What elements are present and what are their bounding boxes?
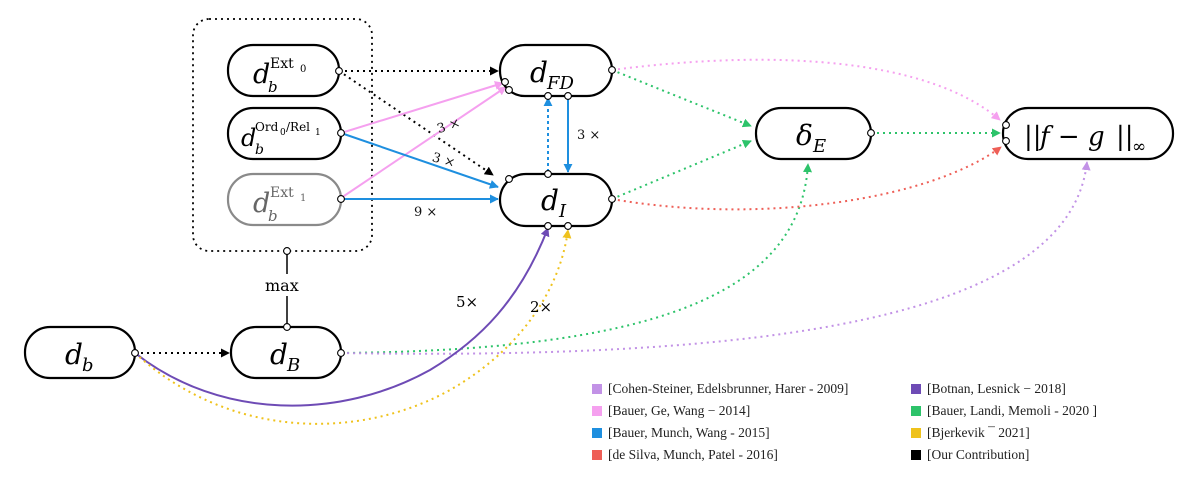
svg-text:||: || (1116, 122, 1134, 152)
svg-text:[Cohen-Steiner, Edelsbrunner,: [Cohen-Steiner, Edelsbrunner, Harer - 20… (608, 381, 848, 396)
svg-text:[Bauer, Landi, Memoli - 2020 ]: [Bauer, Landi, Memoli - 2020 ] (927, 403, 1097, 418)
edge-ord-di-blue (340, 132, 499, 189)
svg-text:d: d (65, 338, 83, 371)
node-deltae: δ E (754, 106, 873, 161)
svg-text:0: 0 (300, 64, 306, 75)
edge-db-di-purple (134, 227, 550, 407)
edge-ord-dfd-pink (340, 81, 504, 134)
svg-text:E: E (812, 136, 826, 157)
svg-text:Ext: Ext (270, 185, 294, 201)
node-norm: || f − g || ∞ (1001, 106, 1175, 161)
svg-text:0: 0 (280, 128, 286, 138)
svg-text:d: d (253, 59, 270, 90)
svg-text:[de Silva, Munch, Patel - 2016: [de Silva, Munch, Patel - 2016] (608, 447, 778, 462)
svg-text:[Bauer, Munch, Wang - 2015]: [Bauer, Munch, Wang - 2015] (608, 425, 770, 440)
legend-item-bauer-landi-memoli: [Bauer, Landi, Memoli - 2020 ] (911, 403, 1097, 418)
edge-di-norm-red (611, 146, 1002, 211)
svg-text:b: b (268, 78, 278, 96)
svg-text:1: 1 (315, 128, 321, 138)
legend-item-our-contribution: [Our Contribution] (911, 447, 1029, 462)
svg-text:∞: ∞ (1132, 137, 1146, 157)
svg-text:d: d (253, 188, 270, 219)
svg-text:b: b (255, 142, 264, 158)
svg-text:Ext: Ext (270, 56, 294, 72)
svg-text:Ord: Ord (255, 120, 279, 134)
svg-text:/Rel: /Rel (286, 120, 310, 134)
node-dfd: d FD (498, 43, 614, 98)
svg-text:f − g: f − g (1038, 122, 1105, 152)
label-2x: 2× (530, 298, 552, 316)
svg-text:||: || (1024, 122, 1042, 152)
legend-item-bauer-ge-wang: [Bauer, Ge, Wang − 2014] (592, 403, 750, 418)
label-3x-blue: 3 × (430, 150, 457, 171)
svg-text:[Bjerkevik ¯ 2021]: [Bjerkevik ¯ 2021] (927, 425, 1030, 440)
label-3x-vertical: 3 × (577, 128, 600, 143)
label-9x: 9 × (414, 205, 437, 220)
svg-text:d: d (241, 124, 256, 152)
svg-text:b: b (268, 207, 278, 225)
legend-item-bauer-munch-wang: [Bauer, Munch, Wang - 2015] (592, 425, 770, 440)
node-dB: d B (229, 325, 343, 380)
legend: [Cohen-Steiner, Edelsbrunner, Harer - 20… (592, 381, 1097, 462)
variants-group-box (192, 18, 373, 252)
svg-text:[Bauer, Ge, Wang − 2014]: [Bauer, Ge, Wang − 2014] (608, 403, 750, 418)
edge-ext1-dfd-pink (340, 86, 507, 199)
svg-text:δ: δ (796, 119, 813, 152)
node-ext0: d b Ext 0 (226, 43, 341, 98)
node-db: d b (23, 325, 137, 380)
edge-db-di-yellow (134, 229, 572, 425)
svg-text:B: B (286, 355, 300, 376)
edge-di-deltae-green (611, 139, 752, 200)
edge-dB-norm-lilac (340, 161, 1091, 355)
svg-text:FD: FD (546, 73, 574, 94)
svg-text:d: d (541, 184, 559, 217)
svg-text:d: d (530, 56, 548, 89)
edge-ext0-di (338, 70, 494, 176)
svg-text:1: 1 (300, 193, 306, 204)
edge-dfd-deltae-green (611, 69, 752, 128)
legend-item-cohen-steiner: [Cohen-Steiner, Edelsbrunner, Harer - 20… (592, 381, 848, 396)
label-max: max (265, 276, 299, 295)
legend-item-botnan-lesnick: [Botnan, Lesnick − 2018] (911, 381, 1066, 396)
svg-text:I: I (558, 201, 567, 222)
node-ord0-rel1: d b Ord 0 /Rel 1 (226, 106, 343, 161)
node-di: d I (498, 172, 614, 228)
svg-text:[Botnan, Lesnick − 2018]: [Botnan, Lesnick − 2018] (927, 381, 1066, 396)
legend-item-bjerkevik: [Bjerkevik ¯ 2021] (911, 425, 1030, 440)
edge-dfd-norm-pink (611, 58, 1001, 121)
label-3x-pink: 3 × (435, 116, 462, 137)
label-5x: 5× (456, 293, 478, 311)
svg-text:b: b (82, 355, 94, 376)
edge-ports (131, 66, 1010, 357)
svg-text:[Our Contribution]: [Our Contribution] (927, 447, 1029, 462)
node-ext1: d b Ext 1 (226, 172, 343, 227)
legend-item-de-silva-munch-patel: [de Silva, Munch, Patel - 2016] (592, 447, 778, 462)
svg-text:d: d (270, 338, 288, 371)
